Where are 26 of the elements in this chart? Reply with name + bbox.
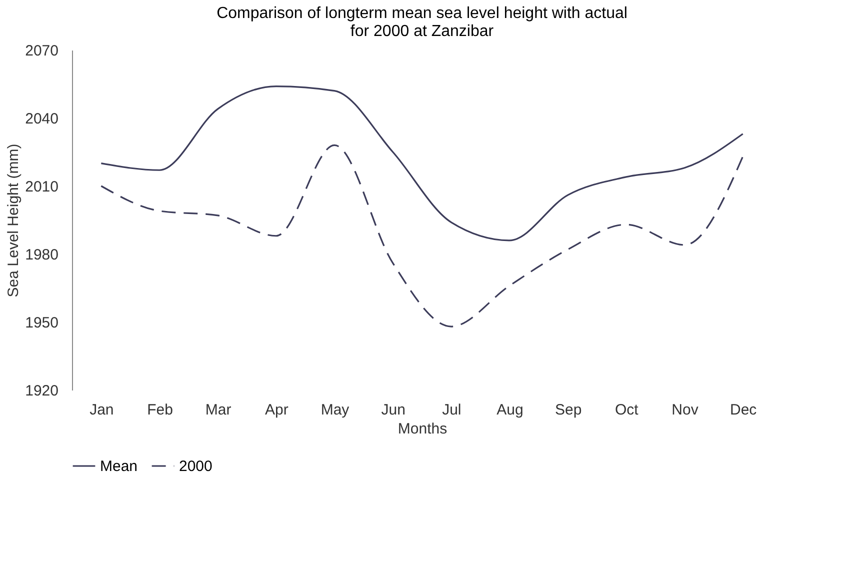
y-axis-title: Sea Level Height (mm) — [5, 144, 22, 298]
x-axis-title: Months — [398, 420, 448, 438]
x-tick-label: Nov — [672, 402, 699, 418]
x-tick-label: Jun — [381, 402, 406, 418]
legend-label: Mean — [100, 458, 138, 475]
x-tick-label: Sep — [554, 402, 582, 418]
text: Comparison of longterm mean sea level height with actual — [216, 5, 628, 22]
y-tick-label: 2010 — [25, 178, 58, 196]
y-tick-label: 2040 — [25, 110, 58, 128]
text: for 2000 at Zanzibar — [350, 23, 494, 40]
y-tick-label: 1920 — [25, 382, 58, 400]
line-series — [100, 85, 744, 242]
line-series — [100, 144, 744, 328]
y-tick-label: 1950 — [25, 314, 58, 332]
x-tick-label: May — [320, 402, 350, 418]
x-tick-label: Dec — [730, 402, 758, 418]
y-tick-label: 2070 — [25, 42, 58, 60]
x-tick-label: Jul — [442, 402, 462, 418]
x-tick-label: Apr — [264, 402, 288, 418]
x-tick-label: Oct — [614, 402, 640, 418]
x-tick-label: Mar — [205, 402, 232, 418]
x-tick-label: Jan — [90, 402, 114, 418]
y-tick-label: 1980 — [25, 246, 58, 264]
legend-label: 2000 — [179, 458, 212, 475]
x-tick-label: Feb — [147, 402, 173, 418]
x-tick-label: Aug — [496, 402, 524, 418]
